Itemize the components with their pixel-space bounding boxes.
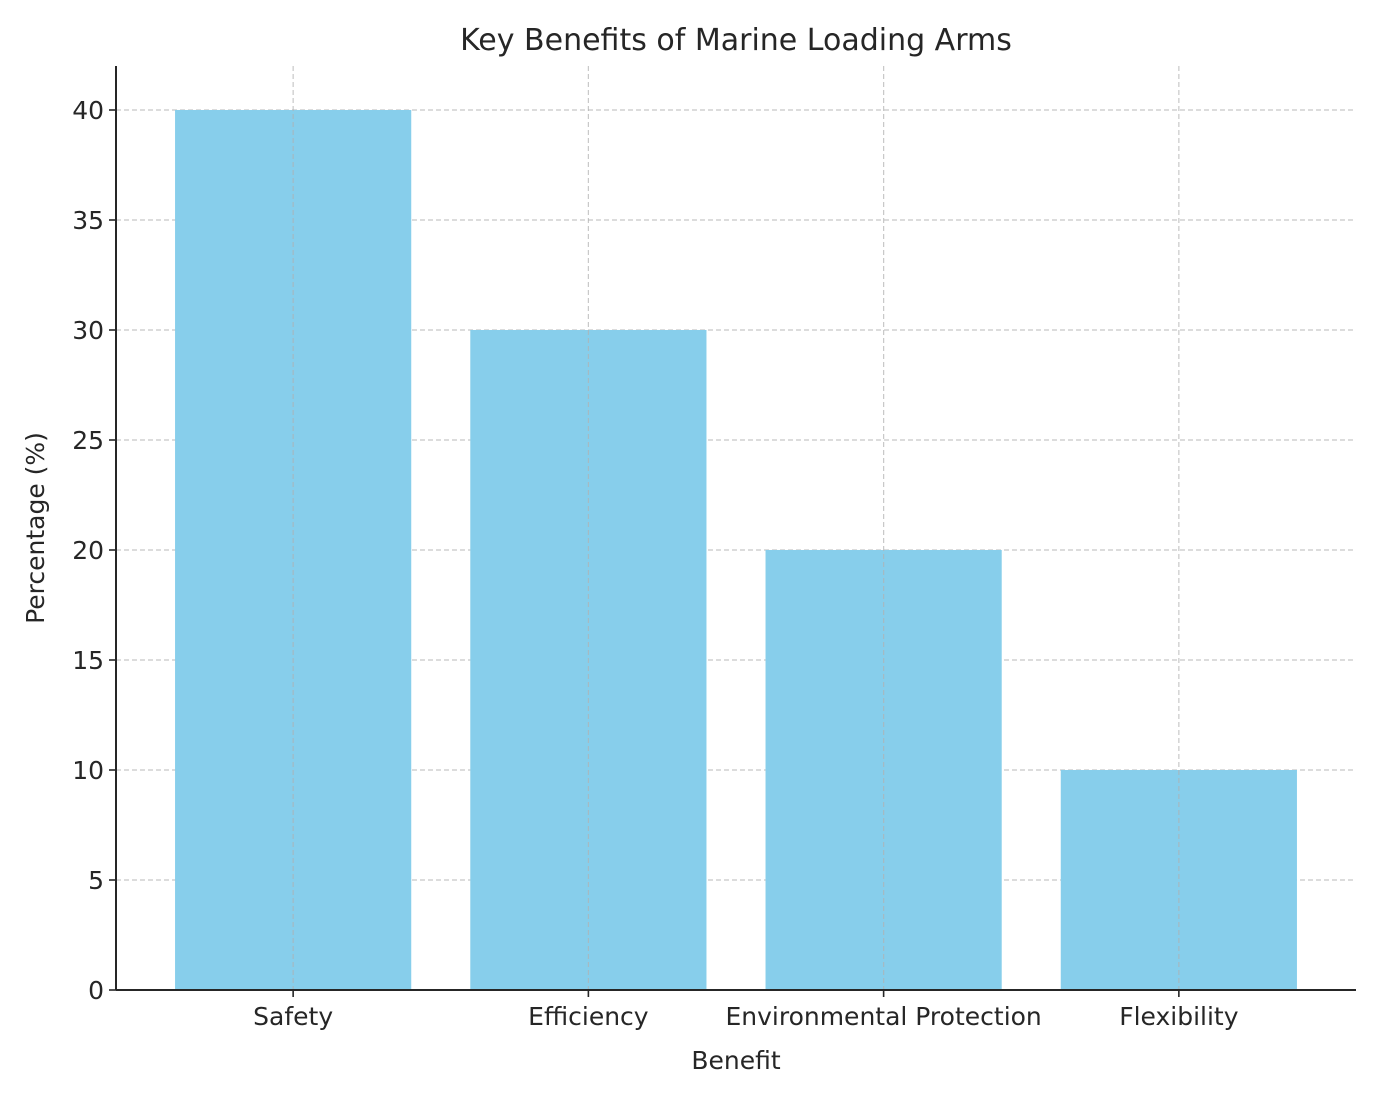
y-tick-label: 25 xyxy=(72,426,104,455)
y-tick-label: 35 xyxy=(72,206,104,235)
x-grid xyxy=(292,66,1180,990)
y-tick-label: 10 xyxy=(72,756,104,785)
y-ticks: 0 5 10 15 20 25 30 35 40 xyxy=(72,96,116,1005)
x-tick-label: Flexibility xyxy=(1119,1002,1239,1031)
y-tick-label: 40 xyxy=(72,96,104,125)
y-tick-label: 0 xyxy=(88,976,104,1005)
chart-title: Key Benefits of Marine Loading Arms xyxy=(460,23,1012,58)
x-tick-label: Environmental Protection xyxy=(725,1002,1041,1031)
y-tick-label: 30 xyxy=(72,316,104,345)
x-axis-label: Benefit xyxy=(691,1046,781,1075)
x-ticks: Safety Efficiency Environmental Protection… xyxy=(253,990,1239,1031)
y-tick-label: 15 xyxy=(72,646,104,675)
y-tick-label: 5 xyxy=(88,866,104,895)
x-tick-label: Efficiency xyxy=(528,1002,649,1031)
x-tick-label: Safety xyxy=(253,1002,333,1031)
y-tick-label: 20 xyxy=(72,536,104,565)
y-axis-label: Percentage (%) xyxy=(21,432,50,624)
